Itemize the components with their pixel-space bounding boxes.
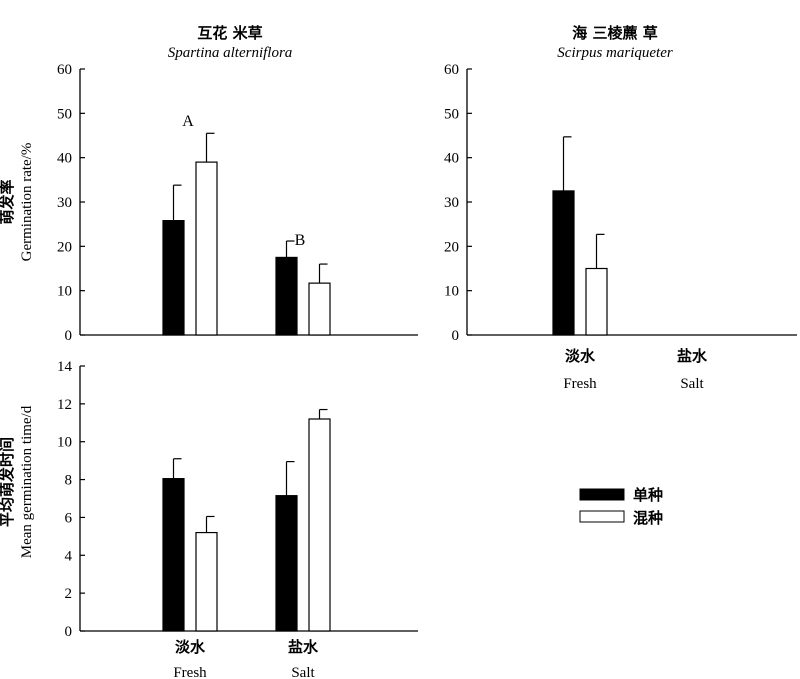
panel-a-ylabel-en: Germination rate/% bbox=[19, 143, 35, 262]
bar-mixture-salt bbox=[308, 418, 331, 632]
legend-label-mixture: 混种 bbox=[633, 509, 663, 527]
y-tick-label: 6 bbox=[65, 510, 73, 526]
y-tick-label: 30 bbox=[57, 195, 72, 211]
y-tick-label: 4 bbox=[65, 548, 73, 564]
panel-b-xlabel-cn-fresh: 淡水 bbox=[565, 347, 596, 365]
y-tick-label: 40 bbox=[444, 151, 459, 167]
bar-mixture-salt bbox=[308, 282, 331, 336]
y-tick-label: 50 bbox=[444, 106, 459, 122]
y-tick-label: 0 bbox=[65, 624, 73, 640]
y-tick-label: 60 bbox=[444, 62, 459, 78]
y-tick-label: 0 bbox=[65, 328, 73, 344]
annotation-a: A bbox=[182, 113, 194, 130]
bar-monoculture-salt bbox=[275, 495, 298, 632]
panel-b-xlabel-en-salt: Salt bbox=[680, 376, 704, 392]
y-tick-label: 14 bbox=[57, 359, 73, 375]
bar-monoculture-salt bbox=[275, 256, 298, 336]
panel-b-xlabel-cn-salt: 盐水 bbox=[677, 347, 708, 365]
bar-monoculture-fresh bbox=[162, 478, 185, 632]
legend-swatch-monoculture bbox=[579, 488, 625, 501]
y-tick-label: 10 bbox=[57, 435, 72, 451]
legend-swatch-mixture bbox=[579, 510, 625, 523]
y-tick-label: 30 bbox=[444, 195, 459, 211]
bar-mixture-fresh bbox=[195, 531, 218, 632]
legend: 单种 混种 bbox=[579, 486, 663, 527]
y-tick-label: 10 bbox=[444, 284, 459, 300]
y-tick-label: 8 bbox=[65, 473, 73, 489]
y-tick-label: 0 bbox=[452, 328, 460, 344]
panel-c-xlabel-cn-salt: 盐水 bbox=[288, 638, 319, 656]
y-tick-label: 50 bbox=[57, 106, 72, 122]
y-tick-label: 10 bbox=[57, 284, 72, 300]
bar-monoculture-fresh bbox=[162, 220, 185, 336]
panel-b-xlabel-en-fresh: Fresh bbox=[563, 376, 597, 392]
y-tick-label: 20 bbox=[57, 239, 72, 255]
panel-b-subtitle: Scirpus mariqueter bbox=[557, 45, 673, 61]
panel-c-xlabel-cn-fresh: 淡水 bbox=[175, 638, 206, 656]
bar-mixture-fresh bbox=[195, 161, 218, 336]
y-tick-label: 40 bbox=[57, 151, 72, 167]
annotation-b: B bbox=[295, 232, 306, 249]
legend-label-monoculture: 单种 bbox=[633, 486, 663, 504]
y-tick-label: 20 bbox=[444, 239, 459, 255]
y-tick-label: 60 bbox=[57, 62, 72, 78]
panel-b-title: 海 三棱藨 草 bbox=[572, 24, 657, 42]
bar-monoculture-fresh bbox=[552, 190, 575, 336]
panel-a-title: 互花 米草 bbox=[197, 24, 262, 42]
panel-a-plot: 0 10 20 30 40 50 60 bbox=[57, 62, 418, 344]
panel-c-ylabel-cn: 平均萌发时间 bbox=[0, 437, 16, 527]
bar-mixture-fresh bbox=[585, 267, 608, 336]
panel-c-xlabel-en-salt: Salt bbox=[291, 665, 315, 679]
panel-c-xlabel-en-fresh: Fresh bbox=[173, 665, 207, 679]
y-tick-label: 12 bbox=[57, 397, 72, 413]
panel-c-ylabel-en: Mean germination time/d bbox=[19, 405, 35, 558]
panel-c-plot: 0 2 4 6 8 10 12 14 bbox=[57, 359, 418, 640]
panel-a-subtitle: Spartina alterniflora bbox=[168, 45, 293, 61]
panel-b-plot: 0 10 20 30 40 50 60 bbox=[444, 62, 797, 344]
panel-a-ylabel-cn: 萌发率 bbox=[0, 179, 16, 224]
y-tick-label: 2 bbox=[65, 586, 73, 602]
